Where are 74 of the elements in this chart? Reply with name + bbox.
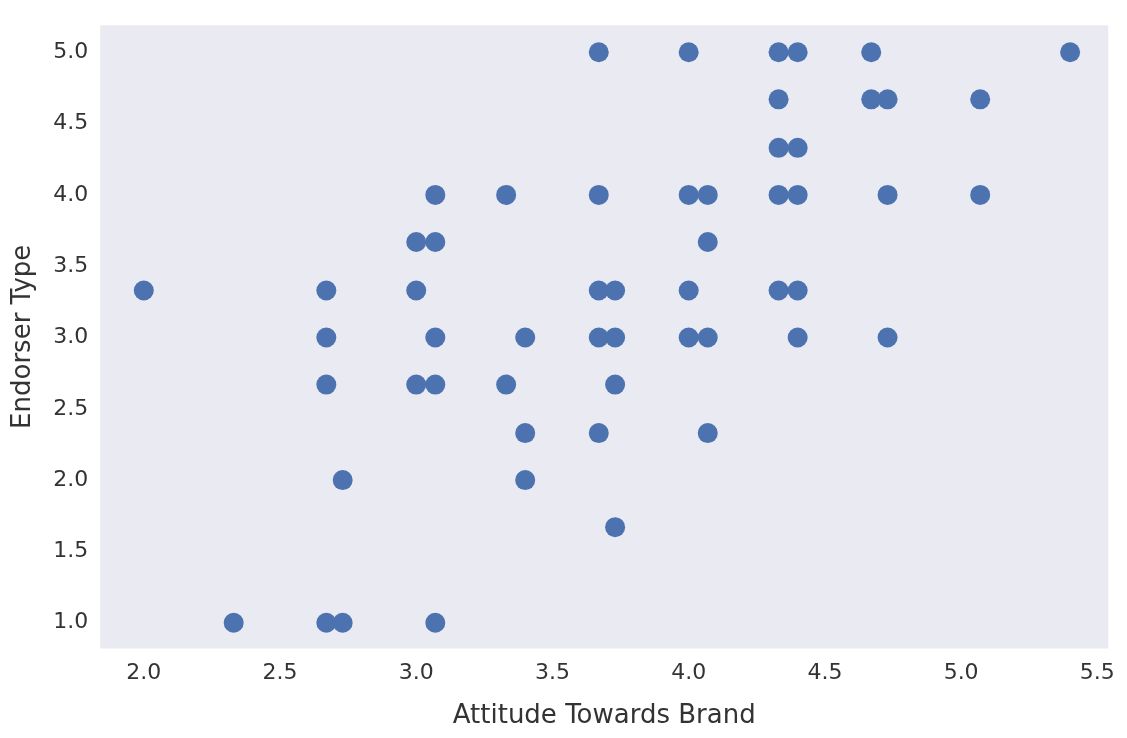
- y-axis-title: Endorser Type: [6, 244, 37, 429]
- point: [1060, 42, 1081, 63]
- point: [406, 280, 427, 301]
- point: [496, 374, 517, 395]
- y-tick-label: 5.0: [53, 38, 89, 64]
- point: [768, 137, 789, 158]
- x-tick-label: 2.0: [126, 659, 162, 685]
- point: [877, 89, 898, 110]
- point: [697, 231, 718, 252]
- point: [787, 42, 808, 63]
- point: [861, 89, 882, 110]
- point: [588, 423, 609, 444]
- point: [406, 231, 427, 252]
- point: [425, 184, 446, 205]
- point: [588, 184, 609, 205]
- x-tick-label: 4.0: [671, 659, 707, 685]
- point: [316, 374, 337, 395]
- point: [678, 280, 699, 301]
- y-tick-label: 2.5: [53, 394, 89, 420]
- point: [787, 184, 808, 205]
- point: [605, 517, 626, 538]
- point: [787, 280, 808, 301]
- point: [316, 612, 337, 633]
- point: [425, 374, 446, 395]
- point: [515, 423, 536, 444]
- x-tick-label: 3.5: [534, 659, 570, 685]
- point: [768, 89, 789, 110]
- point: [787, 137, 808, 158]
- point: [861, 42, 882, 63]
- point: [768, 280, 789, 301]
- point: [605, 327, 626, 348]
- point: [877, 327, 898, 348]
- x-axis-title: Attitude Towards Brand: [452, 699, 756, 730]
- point: [970, 184, 991, 205]
- point: [678, 184, 699, 205]
- x-tick-label: 2.5: [262, 659, 298, 685]
- point: [697, 423, 718, 444]
- point: [605, 374, 626, 395]
- point: [697, 327, 718, 348]
- point: [406, 374, 427, 395]
- point: [316, 280, 337, 301]
- point: [332, 612, 353, 633]
- point: [515, 327, 536, 348]
- y-tick-label: 3.5: [53, 251, 89, 277]
- x-tick-label: 5.0: [943, 659, 979, 685]
- y-tick-label: 4.5: [53, 109, 89, 135]
- point: [316, 327, 337, 348]
- point: [678, 327, 699, 348]
- y-tick-label: 1.0: [53, 608, 89, 634]
- point: [425, 231, 446, 252]
- point: [678, 42, 699, 63]
- point: [605, 280, 626, 301]
- point: [588, 42, 609, 63]
- point: [697, 184, 718, 205]
- y-tick-label: 2.0: [53, 465, 89, 491]
- point: [768, 42, 789, 63]
- point: [588, 280, 609, 301]
- x-tick-label: 3.0: [398, 659, 434, 685]
- x-tick-label: 5.5: [1079, 659, 1115, 685]
- point: [223, 612, 244, 633]
- y-tick-label: 1.5: [53, 537, 89, 563]
- y-tick-label: 3.0: [53, 323, 89, 349]
- y-tick-label: 4.0: [53, 180, 89, 206]
- point: [515, 470, 536, 491]
- point: [133, 280, 154, 301]
- point: [496, 184, 517, 205]
- point: [425, 327, 446, 348]
- x-tick-label: 4.5: [807, 659, 843, 685]
- point: [877, 184, 898, 205]
- point: [970, 89, 991, 110]
- point: [787, 327, 808, 348]
- point: [768, 184, 789, 205]
- point: [425, 612, 446, 633]
- point: [332, 470, 353, 491]
